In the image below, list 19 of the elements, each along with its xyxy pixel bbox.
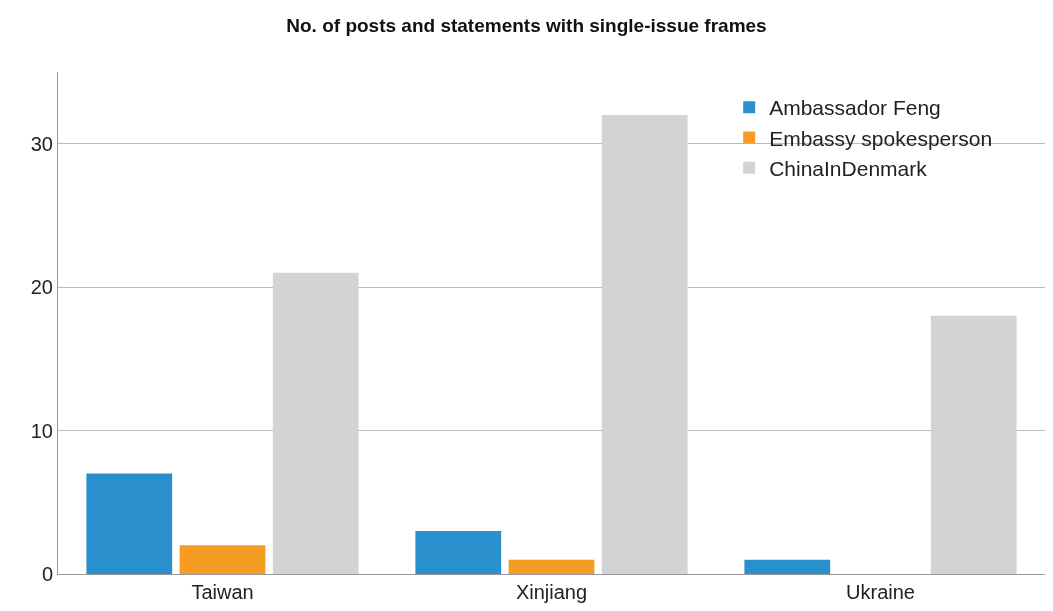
x-tick-label: Xinjiang — [515, 581, 588, 603]
legend-label: ChinaInDenmark — [769, 157, 928, 180]
legend-label: Ambassador Feng — [769, 96, 941, 120]
bar — [86, 473, 173, 574]
bar — [744, 559, 831, 574]
chart-title: No. of posts and statements with single-issue frames — [286, 14, 767, 36]
bar — [272, 272, 359, 574]
bar — [179, 545, 266, 574]
y-tick-label: 30 — [30, 132, 53, 155]
y-tick-label: 20 — [30, 276, 53, 299]
legend-label: Embassy spokesperson — [769, 126, 993, 150]
bar — [930, 315, 1017, 574]
x-tick-label: Taiwan — [191, 581, 254, 603]
y-tick-label: 10 — [30, 419, 53, 442]
bar — [601, 115, 688, 574]
y-tick-label: 0 — [41, 563, 53, 585]
bar — [508, 559, 595, 574]
x-tick-label: Ukraine — [846, 581, 915, 603]
bar — [415, 530, 502, 574]
